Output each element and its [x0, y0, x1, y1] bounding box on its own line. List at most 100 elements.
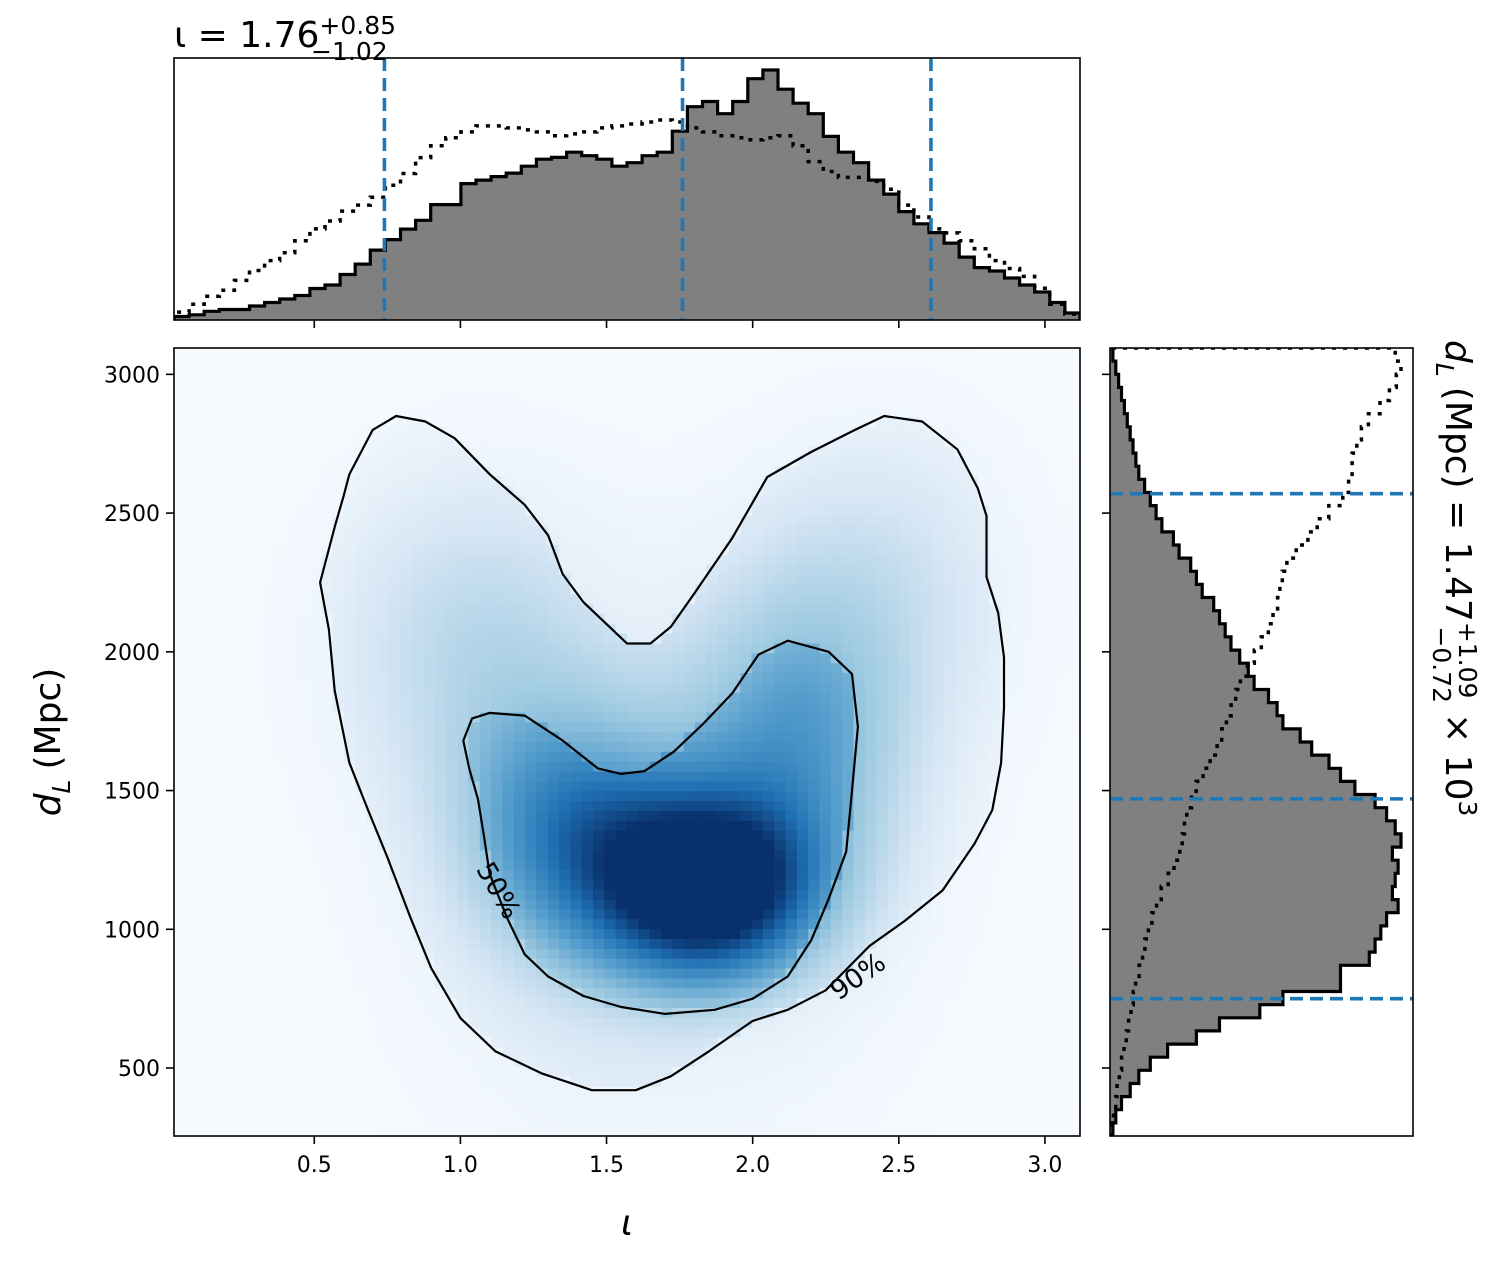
heatmap-cell: [728, 515, 741, 526]
heatmap-cell: [411, 939, 424, 950]
heatmap-cell: [853, 397, 866, 408]
heatmap-cell: [785, 810, 798, 822]
heatmap-cell: [672, 633, 685, 645]
heatmap-cell: [864, 830, 877, 842]
heatmap-cell: [355, 416, 368, 428]
heatmap-cell: [309, 830, 322, 842]
heatmap-cell: [774, 673, 787, 684]
heatmap-cell: [377, 919, 390, 930]
heatmap-cell: [819, 673, 832, 684]
heatmap-cell: [230, 623, 243, 635]
heatmap-cell: [287, 1037, 300, 1048]
heatmap-cell: [264, 879, 277, 891]
heatmap-cell: [491, 545, 504, 556]
heatmap-cell: [604, 633, 617, 645]
heatmap-cell: [275, 958, 288, 970]
heatmap-cell: [604, 1017, 617, 1029]
heatmap-cell: [593, 407, 605, 418]
heatmap-cell: [174, 416, 186, 428]
heatmap-cell: [321, 1047, 334, 1058]
heatmap-cell: [434, 446, 447, 457]
heatmap-cell: [694, 791, 707, 802]
heatmap-cell: [309, 899, 322, 911]
heatmap-cell: [728, 466, 741, 477]
heatmap-cell: [627, 515, 639, 526]
heatmap-cell: [411, 988, 424, 999]
heatmap-cell: [785, 485, 798, 497]
heatmap-cell: [355, 574, 368, 585]
heatmap-cell: [219, 485, 232, 497]
heatmap-cell: [196, 466, 209, 477]
heatmap-cell: [649, 1096, 662, 1108]
heatmap-cell: [774, 751, 787, 763]
heatmap-cell: [502, 781, 515, 792]
heatmap-cell: [796, 1057, 809, 1068]
heatmap-cell: [185, 663, 198, 674]
heatmap-cell: [377, 929, 390, 940]
heatmap-cell: [366, 673, 379, 684]
heatmap-cell: [774, 1096, 787, 1108]
heatmap-cell: [196, 397, 209, 408]
heatmap-cell: [762, 613, 775, 625]
heatmap-cell: [491, 1076, 504, 1088]
heatmap-cell: [491, 387, 504, 398]
heatmap-cell: [694, 840, 707, 851]
heatmap-cell: [864, 978, 877, 989]
heatmap-cell: [819, 643, 832, 654]
heatmap-cell: [343, 584, 356, 595]
heatmap-cell: [332, 742, 345, 753]
heatmap-cell: [219, 998, 232, 1009]
heatmap-cell: [694, 879, 707, 891]
heatmap-cell: [355, 732, 368, 743]
heatmap-cell: [355, 367, 368, 379]
heatmap-cell: [717, 387, 730, 398]
heatmap-cell: [842, 633, 855, 645]
heatmap-cell: [627, 771, 639, 782]
heatmap-cell: [796, 387, 809, 398]
heatmap-cell: [355, 653, 368, 664]
heatmap-cell: [774, 476, 787, 487]
heatmap-cell: [457, 978, 470, 989]
heatmap-cell: [196, 535, 209, 546]
heatmap-cell: [445, 889, 458, 901]
heatmap-cell: [275, 781, 288, 792]
heatmap-cell: [366, 357, 379, 369]
heatmap-cell: [581, 781, 594, 792]
heatmap-cell: [207, 604, 220, 615]
heatmap-cell: [638, 594, 651, 605]
heatmap-cell: [434, 663, 447, 674]
heatmap-cell: [774, 830, 787, 842]
heatmap-cell: [638, 1007, 651, 1019]
heatmap-cell: [411, 348, 424, 359]
heatmap-cell: [230, 348, 243, 359]
heatmap-cell: [287, 889, 300, 901]
heatmap-cell: [275, 929, 288, 940]
heatmap-cell: [366, 407, 379, 418]
heatmap-cell: [196, 1057, 209, 1068]
heatmap-cell: [660, 998, 673, 1009]
heatmap-cell: [174, 357, 186, 369]
heatmap-cell: [264, 397, 277, 408]
heatmap-cell: [309, 653, 322, 664]
heatmap-cell: [389, 1007, 402, 1019]
heatmap-cell: [264, 367, 277, 379]
heatmap-cell: [332, 860, 345, 871]
heatmap-cell: [830, 574, 843, 585]
heatmap-cell: [275, 495, 288, 507]
heatmap-cell: [275, 604, 288, 615]
heatmap-cell: [366, 456, 379, 467]
heatmap-cell: [774, 919, 787, 930]
heatmap-cell: [343, 998, 356, 1009]
heatmap-cell: [660, 535, 673, 546]
heatmap-cell: [309, 633, 322, 645]
heatmap-cell: [287, 751, 300, 763]
heatmap-cell: [502, 702, 515, 714]
heatmap-cell: [876, 387, 889, 398]
heatmap-cell: [355, 387, 368, 398]
heatmap-cell: [842, 978, 855, 989]
heatmap-cell: [400, 751, 413, 763]
heatmap-cell: [366, 742, 379, 753]
heatmap-cell: [411, 978, 424, 989]
heatmap-cell: [377, 850, 390, 861]
heatmap-cell: [627, 653, 639, 664]
